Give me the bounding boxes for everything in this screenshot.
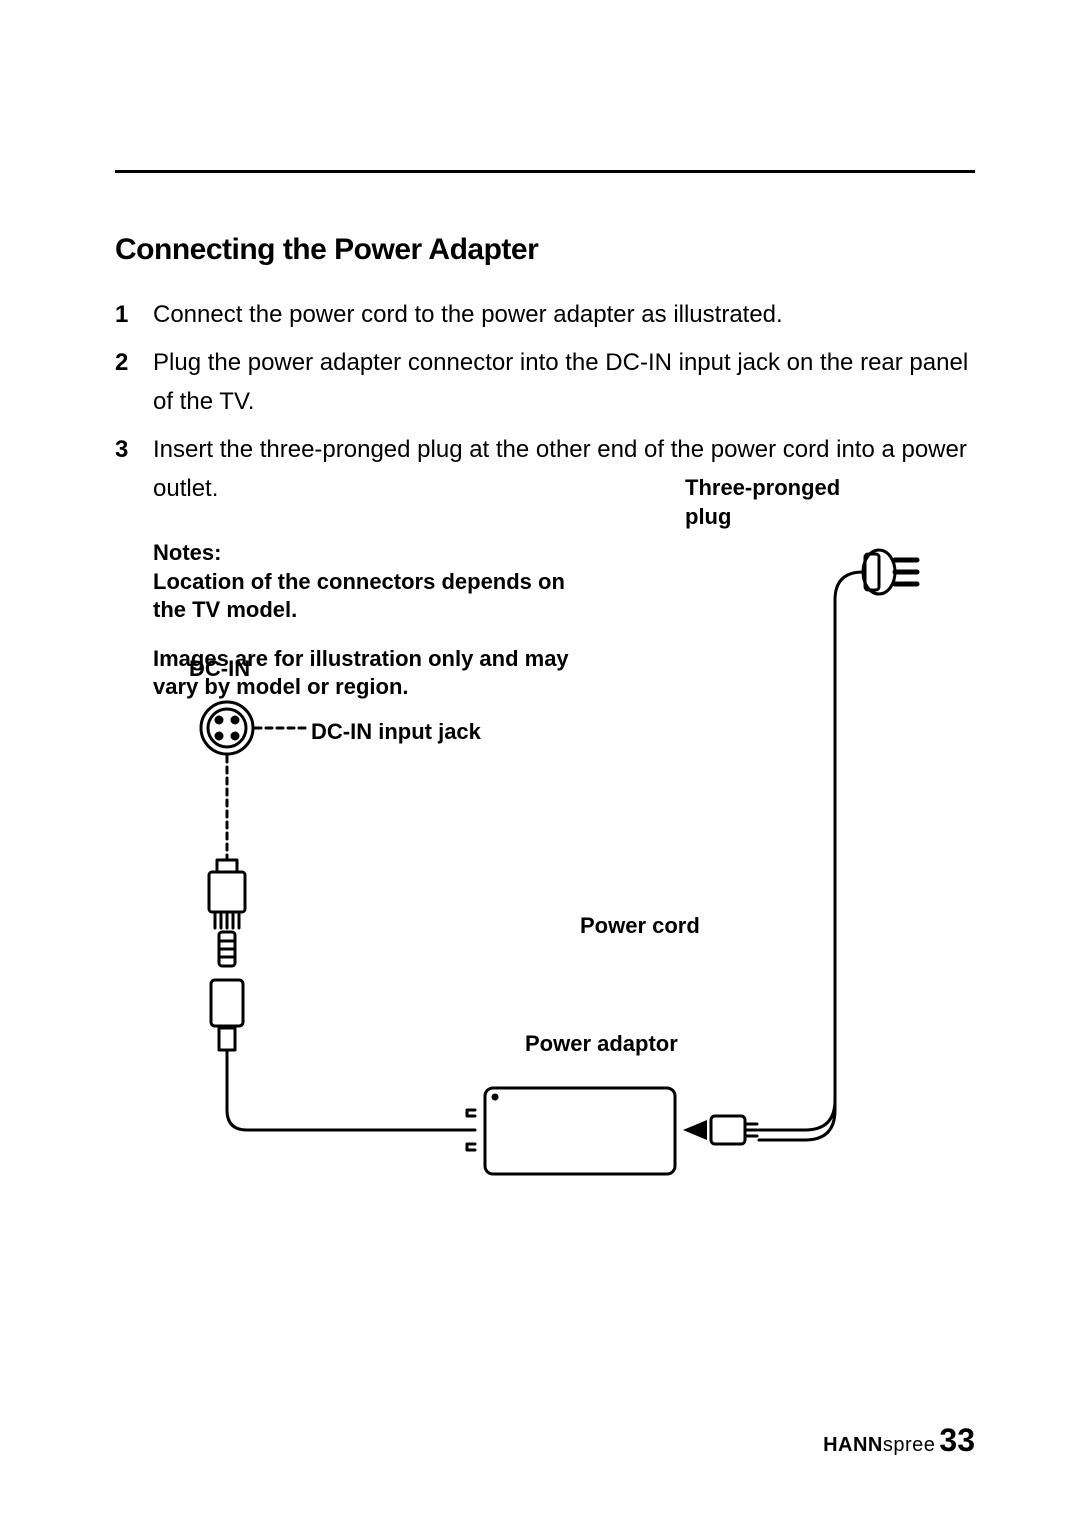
arrow-icon [683,1120,707,1140]
brand-light: spree [883,1434,936,1456]
label-dc-in: DC-IN [189,655,250,684]
notes-line: Location of the connectors depends on th… [153,569,565,623]
dc-in-jack-icon [201,702,253,754]
power-adapter-icon [485,1088,675,1174]
document-page: Connecting the Power Adapter Connect the… [0,0,1080,1529]
page-number: 33 [939,1422,975,1459]
brand-mark: HANNspree [823,1434,935,1457]
cable-to-adapter [227,1050,475,1130]
brand-bold: HANN [823,1434,883,1456]
notes-title: Notes: [153,540,221,565]
label-power-cord: Power cord [580,912,700,941]
label-three-pronged-plug: Three-pronged plug [685,474,885,531]
plug-svg [665,520,925,760]
label-dc-in-jack: DC-IN input jack [311,718,481,747]
top-rule [115,170,975,173]
adapter-dc-plug-icon [211,980,243,1050]
section-heading: Connecting the Power Adapter [115,233,975,267]
step-item: Plug the power adapter connector into th… [115,343,975,422]
step-item: Connect the power cord to the power adap… [115,295,975,335]
dc-connector-icon [209,860,245,966]
label-power-adaptor: Power adaptor [525,1030,678,1059]
page-footer: HANNspree 33 [823,1422,975,1459]
cord-connector-icon [711,1116,757,1144]
diagram: Three-pronged plug DC-IN DC-IN input jac… [195,660,925,1220]
